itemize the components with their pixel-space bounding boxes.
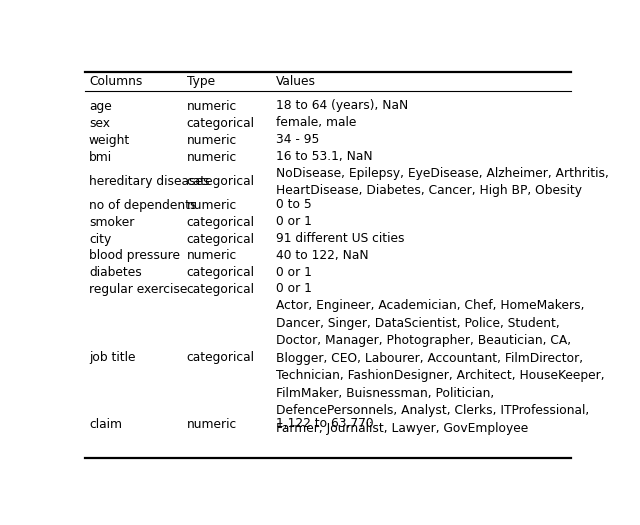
Text: Actor, Engineer, Academician, Chef, HomeMakers,
Dancer, Singer, DataScientist, P: Actor, Engineer, Academician, Chef, Home… [276,299,605,435]
Text: no of dependents: no of dependents [89,199,196,212]
Text: age: age [89,100,111,113]
Text: 40 to 122, NaN: 40 to 122, NaN [276,249,369,262]
Text: categorical: categorical [187,351,255,364]
Text: job title: job title [89,351,136,364]
Text: categorical: categorical [187,175,255,188]
Text: 0 to 5: 0 to 5 [276,198,312,211]
Text: regular exercise: regular exercise [89,283,188,296]
Text: 0 or 1: 0 or 1 [276,215,312,228]
Text: 91 different US cities: 91 different US cities [276,232,404,245]
Text: claim: claim [89,418,122,431]
Text: numeric: numeric [187,134,237,147]
Text: categorical: categorical [187,117,255,130]
Text: 18 to 64 (years), NaN: 18 to 64 (years), NaN [276,99,408,112]
Text: sex: sex [89,117,110,130]
Text: smoker: smoker [89,216,134,229]
Text: numeric: numeric [187,418,237,431]
Text: bmi: bmi [89,151,112,164]
Text: numeric: numeric [187,100,237,113]
Text: categorical: categorical [187,233,255,246]
Text: Columns: Columns [89,75,142,88]
Text: diabetes: diabetes [89,266,141,279]
Text: weight: weight [89,134,130,147]
Text: female, male: female, male [276,116,356,129]
Text: city: city [89,233,111,246]
Text: numeric: numeric [187,151,237,164]
Text: categorical: categorical [187,266,255,279]
Text: categorical: categorical [187,283,255,296]
Text: Values: Values [276,75,316,88]
Text: hereditary diseases: hereditary diseases [89,175,209,188]
Text: Type: Type [187,75,215,88]
Text: 0 or 1: 0 or 1 [276,266,312,279]
Text: categorical: categorical [187,216,255,229]
Text: numeric: numeric [187,199,237,212]
Text: NoDisease, Epilepsy, EyeDisease, Alzheimer, Arthritis,
HeartDisease, Diabetes, C: NoDisease, Epilepsy, EyeDisease, Alzheim… [276,167,609,197]
Text: blood pressure: blood pressure [89,249,180,262]
Text: numeric: numeric [187,249,237,262]
Text: 16 to 53.1, NaN: 16 to 53.1, NaN [276,150,372,163]
Text: 34 - 95: 34 - 95 [276,133,319,146]
Text: 1,122 to 63,770: 1,122 to 63,770 [276,417,374,430]
Text: 0 or 1: 0 or 1 [276,282,312,296]
